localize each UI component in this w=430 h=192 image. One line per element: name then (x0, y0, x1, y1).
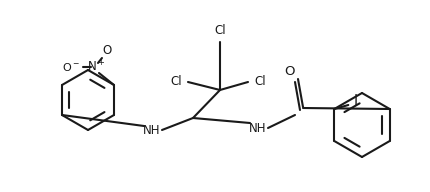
Text: O$^-$: O$^-$ (62, 61, 80, 73)
Text: O: O (102, 45, 111, 57)
Text: NH: NH (249, 122, 266, 135)
Text: Cl: Cl (170, 75, 181, 89)
Text: N$^+$: N$^+$ (86, 59, 105, 75)
Text: Cl: Cl (214, 23, 225, 36)
Text: O: O (284, 65, 295, 79)
Text: I: I (352, 94, 356, 109)
Text: Cl: Cl (254, 75, 265, 89)
Text: NH: NH (143, 123, 160, 137)
